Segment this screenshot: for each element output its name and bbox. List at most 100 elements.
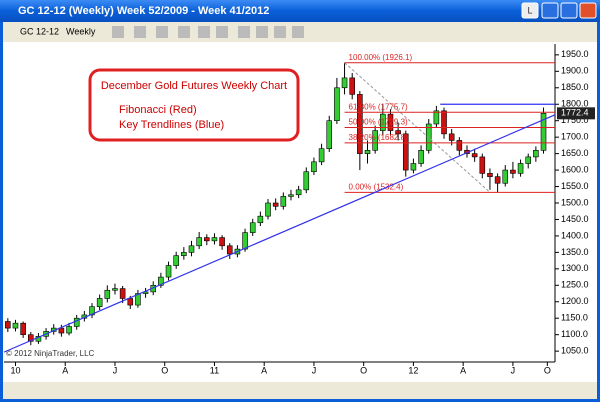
- close-button[interactable]: [579, 2, 597, 19]
- toolbar-icons: [112, 26, 304, 38]
- x-tick-label: 11: [210, 365, 219, 375]
- candle-body: [257, 215, 264, 224]
- candle-body: [334, 87, 340, 122]
- last-price-label: 1772.4: [561, 108, 589, 118]
- candle-body: [326, 120, 333, 149]
- x-tick-label: O: [360, 365, 367, 375]
- candle-body: [448, 133, 455, 141]
- candle-body: [395, 130, 401, 135]
- x-tick-label: A: [62, 365, 68, 375]
- y-tick-label: 1350.0: [561, 247, 589, 257]
- y-tick-label: 1600.0: [561, 164, 589, 174]
- candle-body: [89, 306, 95, 316]
- candle-body: [104, 289, 111, 299]
- candle-body: [96, 298, 103, 307]
- y-tick-label: 1450.0: [561, 214, 589, 224]
- candle-body: [204, 237, 210, 242]
- candle-body: [510, 169, 516, 174]
- candle-body: [357, 94, 363, 154]
- fib-label: 50.00% (1729.3): [349, 118, 408, 127]
- maximize-button[interactable]: [560, 2, 578, 19]
- last-price-box: [557, 107, 595, 120]
- candle-body: [20, 322, 26, 335]
- candle-body: [288, 194, 294, 197]
- fib-label: 100.00% (1926.1): [349, 53, 413, 62]
- y-tick-label: 1950.0: [561, 49, 589, 59]
- candle-body: [517, 163, 524, 174]
- x-tick-label: O: [161, 365, 168, 375]
- x-tick-label: A: [261, 365, 267, 375]
- annotation-box: [88, 68, 300, 142]
- candle-body: [135, 293, 141, 306]
- badge-button[interactable]: [521, 2, 539, 19]
- candle-body: [119, 288, 126, 299]
- candle-body: [311, 161, 317, 173]
- y-tick-label: 1400.0: [561, 230, 589, 240]
- instrument-select[interactable]: GC 12-12: [20, 26, 59, 36]
- candle-body: [494, 176, 501, 184]
- x-tick-label: J: [113, 365, 118, 375]
- x-tick-label: O: [544, 365, 551, 375]
- candle-body: [27, 334, 34, 342]
- fib-label: 38.20% (1682.8): [349, 133, 408, 142]
- candle-body: [479, 156, 486, 174]
- y-tick-label: 1900.0: [561, 66, 589, 76]
- fib-label: 61.80% (1775.7): [349, 102, 408, 111]
- candle-body: [502, 169, 509, 184]
- candle-body: [66, 326, 72, 334]
- candle-body: [112, 288, 118, 291]
- candle-body: [173, 255, 179, 266]
- y-tick-label: 1050.0: [561, 346, 589, 356]
- candle-body: [349, 77, 355, 95]
- candle-body: [387, 113, 394, 131]
- y-tick-label: 1500.0: [561, 197, 589, 207]
- minimize-button[interactable]: [541, 2, 559, 19]
- y-tick-label: 1850.0: [561, 82, 589, 92]
- annotation-line: Fibonacci (Red): [119, 104, 197, 116]
- y-tick-label: 1650.0: [561, 148, 589, 158]
- candle-body: [226, 245, 233, 255]
- candle-body: [249, 222, 256, 233]
- candle-body: [280, 196, 287, 207]
- candle-body: [5, 321, 11, 329]
- x-tick-label: J: [511, 365, 516, 375]
- candle-body: [418, 150, 424, 164]
- candle-body: [188, 245, 195, 253]
- candle-body: [165, 265, 172, 278]
- candle-body: [372, 130, 378, 151]
- status-bar: [3, 382, 597, 399]
- candle-body: [196, 237, 202, 247]
- annotation-line: Key Trendlines (Blue): [119, 119, 224, 131]
- candle-body: [272, 202, 279, 207]
- y-tick-label: 1800.0: [561, 99, 589, 109]
- candle-body: [295, 189, 302, 196]
- x-tick-label: 12: [408, 365, 418, 375]
- x-tick-label: A: [460, 365, 466, 375]
- candle-body: [265, 202, 271, 217]
- candle-body: [158, 276, 164, 286]
- candle-body: [211, 237, 218, 242]
- y-tick-label: 1200.0: [561, 296, 589, 306]
- trendline: [3, 114, 556, 353]
- interval-select[interactable]: Weekly: [66, 26, 96, 36]
- y-tick-label: 1750.0: [561, 115, 589, 125]
- annotation-title: December Gold Futures Weekly Chart: [101, 80, 287, 92]
- y-tick-label: 1550.0: [561, 181, 589, 191]
- candle-body: [456, 140, 463, 151]
- candle-body: [525, 156, 532, 164]
- x-tick-label: 10: [10, 365, 20, 375]
- candle-body: [58, 327, 65, 334]
- x-tick-label: J: [312, 365, 317, 375]
- candle-body: [127, 298, 134, 306]
- y-tick-label: 1150.0: [561, 313, 588, 323]
- candle-body: [441, 110, 447, 135]
- candle-body: [533, 150, 539, 158]
- candle-body: [471, 153, 478, 158]
- title-bar: [0, 0, 600, 22]
- candle-body: [181, 252, 187, 256]
- y-tick-label: 1250.0: [561, 280, 589, 290]
- badge: L: [527, 5, 532, 15]
- candle-body: [219, 237, 225, 247]
